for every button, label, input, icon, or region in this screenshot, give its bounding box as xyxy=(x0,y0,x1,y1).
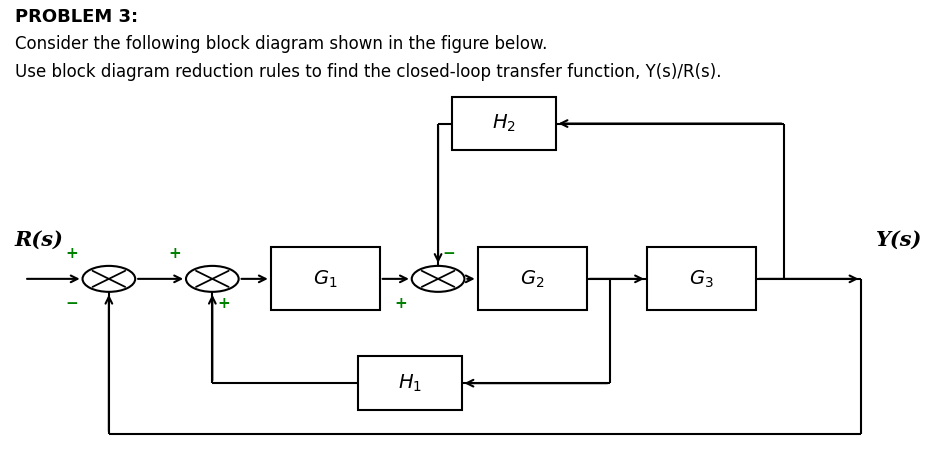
Text: $G_3$: $G_3$ xyxy=(690,268,714,290)
Text: Consider the following block diagram shown in the figure below.: Consider the following block diagram sho… xyxy=(15,35,547,53)
Bar xyxy=(478,247,587,310)
Text: Use block diagram reduction rules to find the closed-loop transfer function, Y(s: Use block diagram reduction rules to fin… xyxy=(15,63,722,81)
Bar xyxy=(647,247,756,310)
Bar xyxy=(270,247,380,310)
Text: $G_1$: $G_1$ xyxy=(313,268,337,290)
Bar xyxy=(358,356,462,410)
Text: −: − xyxy=(65,297,78,312)
Text: PROBLEM 3:: PROBLEM 3: xyxy=(15,7,138,26)
Circle shape xyxy=(83,266,136,292)
Text: R(s): R(s) xyxy=(15,229,64,249)
Text: $G_2$: $G_2$ xyxy=(520,268,544,290)
Text: $H_1$: $H_1$ xyxy=(398,372,422,394)
Text: $H_2$: $H_2$ xyxy=(492,113,516,134)
Text: −: − xyxy=(443,246,456,261)
Text: Y(s): Y(s) xyxy=(875,229,922,249)
Text: +: + xyxy=(169,246,181,261)
Bar xyxy=(452,97,556,151)
Text: +: + xyxy=(65,246,78,261)
Text: +: + xyxy=(217,297,230,312)
Circle shape xyxy=(186,266,238,292)
Text: +: + xyxy=(395,297,407,312)
Circle shape xyxy=(412,266,464,292)
